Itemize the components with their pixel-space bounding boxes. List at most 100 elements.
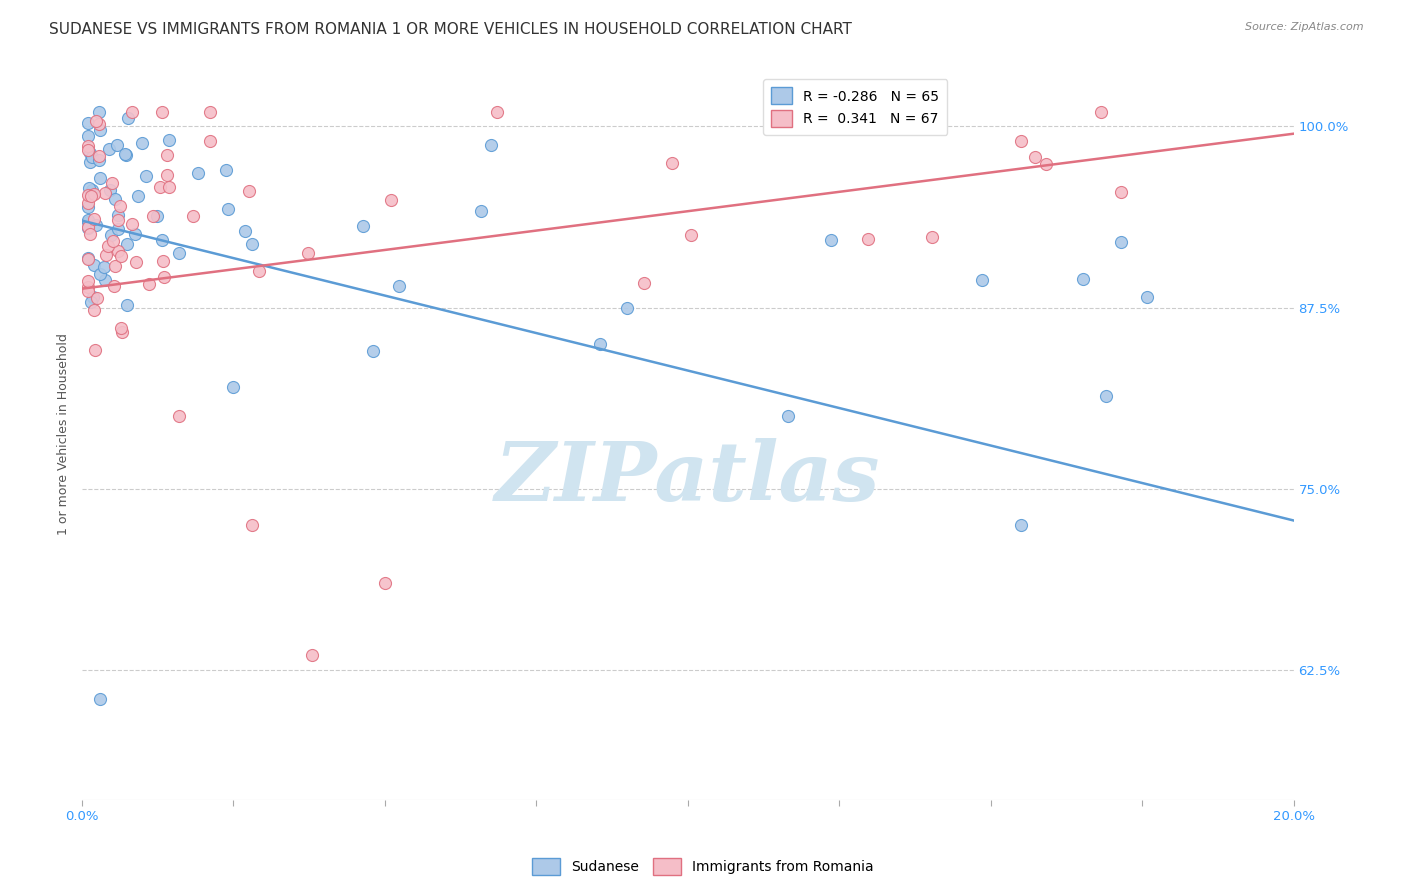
Point [117, 237, 139, 252]
Point [89, 170, 111, 185]
Point [93, 273, 115, 287]
Point [87, 105, 110, 120]
Point [361, 343, 384, 358]
Point [83, 258, 105, 272]
Point [79, 227, 101, 241]
Point [77, 200, 100, 214]
Point [215, 163, 238, 178]
Legend: R = -0.286   N = 65, R =  0.341   N = 67: R = -0.286 N = 65, R = 0.341 N = 67 [763, 79, 948, 136]
Point [150, 233, 173, 247]
Point [240, 517, 263, 532]
Point [77, 280, 100, 294]
Point [110, 249, 132, 263]
Point [80, 150, 103, 164]
Point [83, 302, 105, 317]
Point [82, 290, 104, 304]
Point [138, 277, 160, 291]
Point [167, 409, 190, 424]
Point [470, 203, 492, 218]
Point [1136, 290, 1159, 304]
Point [970, 273, 993, 287]
Point [94, 186, 117, 200]
Point [79, 154, 101, 169]
Point [125, 255, 148, 269]
Point [486, 105, 509, 120]
Point [77, 220, 100, 235]
Point [105, 138, 128, 153]
Point [77, 251, 100, 265]
Point [217, 202, 239, 216]
Point [77, 285, 100, 299]
Point [222, 380, 245, 394]
Point [388, 279, 411, 293]
Point [77, 220, 100, 235]
Point [89, 691, 111, 706]
Point [79, 145, 101, 160]
Point [124, 227, 146, 242]
Point [121, 105, 143, 120]
Point [84, 114, 107, 128]
Point [169, 246, 191, 260]
Point [374, 575, 396, 590]
Point [1090, 105, 1112, 120]
Point [142, 209, 165, 223]
Point [820, 233, 842, 247]
Point [87, 153, 110, 167]
Point [198, 105, 221, 120]
Point [1010, 134, 1032, 148]
Point [77, 139, 100, 153]
Point [83, 212, 105, 227]
Point [661, 156, 683, 170]
Point [921, 229, 943, 244]
Point [98, 183, 121, 197]
Point [77, 252, 100, 266]
Point [776, 409, 799, 424]
Point [681, 228, 703, 243]
Point [101, 176, 124, 190]
Point [89, 267, 111, 281]
Point [80, 295, 103, 310]
Point [157, 133, 180, 147]
Point [198, 134, 221, 148]
Point [479, 138, 502, 153]
Point [93, 260, 115, 274]
Point [77, 274, 100, 288]
Point [156, 148, 179, 162]
Point [153, 270, 176, 285]
Point [77, 188, 100, 202]
Point [77, 180, 100, 194]
Point [297, 246, 319, 260]
Point [779, 105, 801, 120]
Point [80, 189, 103, 203]
Point [152, 254, 174, 268]
Point [103, 279, 125, 293]
Point [83, 187, 105, 202]
Point [77, 195, 100, 210]
Point [1071, 271, 1094, 285]
Point [233, 224, 256, 238]
Point [111, 325, 134, 339]
Point [89, 122, 111, 136]
Point [155, 168, 177, 182]
Point [96, 248, 118, 262]
Point [1109, 235, 1132, 250]
Point [131, 136, 153, 150]
Point [858, 232, 880, 246]
Point [97, 239, 120, 253]
Point [181, 210, 204, 224]
Point [150, 105, 173, 120]
Point [1010, 517, 1032, 532]
Point [127, 188, 149, 202]
Point [157, 179, 180, 194]
Y-axis label: 1 or more Vehicles in Household: 1 or more Vehicles in Household [58, 334, 70, 535]
Point [107, 208, 129, 222]
Point [87, 117, 110, 131]
Point [77, 129, 100, 144]
Point [104, 259, 127, 273]
Point [107, 221, 129, 235]
Point [115, 148, 138, 162]
Point [589, 336, 612, 351]
Point [301, 648, 323, 663]
Point [117, 111, 139, 125]
Point [238, 185, 260, 199]
